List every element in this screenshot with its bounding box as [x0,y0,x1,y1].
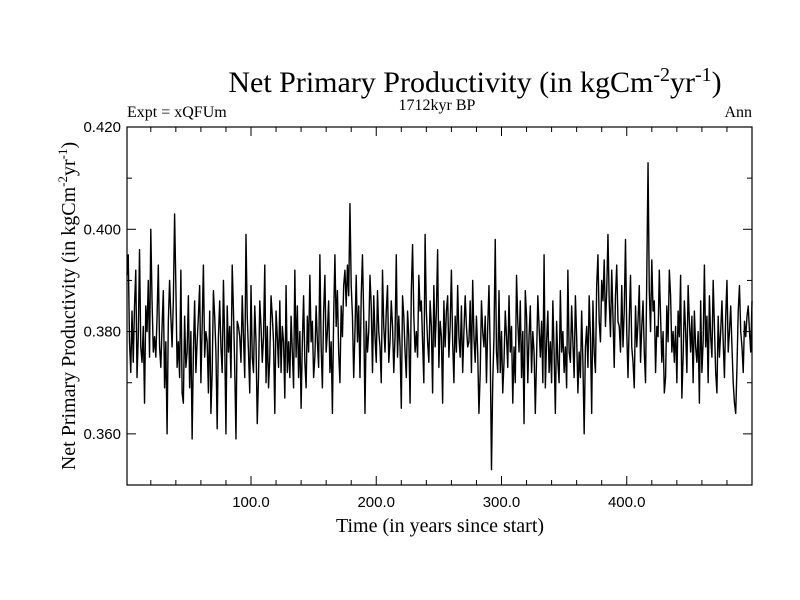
x-tick-label: 400.0 [608,494,646,511]
npp-series-line [126,162,753,471]
chart-title-end: ) [712,66,722,99]
y-axis-label: Net Primary Productivity (in kgCm-2yr-1) [55,142,80,470]
y-tick-label: 0.420 [83,119,121,136]
chart-title-sup-2: -1 [695,64,712,86]
x-tick-label: 100.0 [232,494,270,511]
subtitle-period: 1712kyr BP [399,97,476,114]
y-axis-label-sup-2: -1 [55,149,70,160]
x-axis-label: Time (in years since start) [336,515,544,537]
y-axis-label-end: ) [58,142,80,149]
x-tick-label: 300.0 [483,494,521,511]
y-axis-label-main: Net Primary Productivity (in kgCm [58,186,80,470]
subtitle-season: Ann [724,104,752,121]
chart-title-mid: yr [670,66,695,99]
subtitle-experiment: Expt = xQFUm [127,104,227,121]
y-axis-ticks: 0.360 0.380 0.400 0.420 [83,119,752,443]
chart-title-sup-1: -2 [653,64,670,86]
y-tick-label: 0.360 [83,426,121,443]
chart-title-main: Net Primary Productivity (in kgCm [228,66,653,99]
y-axis-label-mid: yr [58,159,80,176]
y-axis-label-sup-1: -2 [55,176,70,187]
x-axis-ticks: 100.0 200.0 300.0 400.0 [150,127,728,511]
x-tick-label: 200.0 [357,494,395,511]
y-tick-label: 0.400 [83,221,121,238]
chart-title: Net Primary Productivity (in kgCm-2yr-1) [228,64,721,99]
y-tick-label: 0.380 [83,324,121,341]
